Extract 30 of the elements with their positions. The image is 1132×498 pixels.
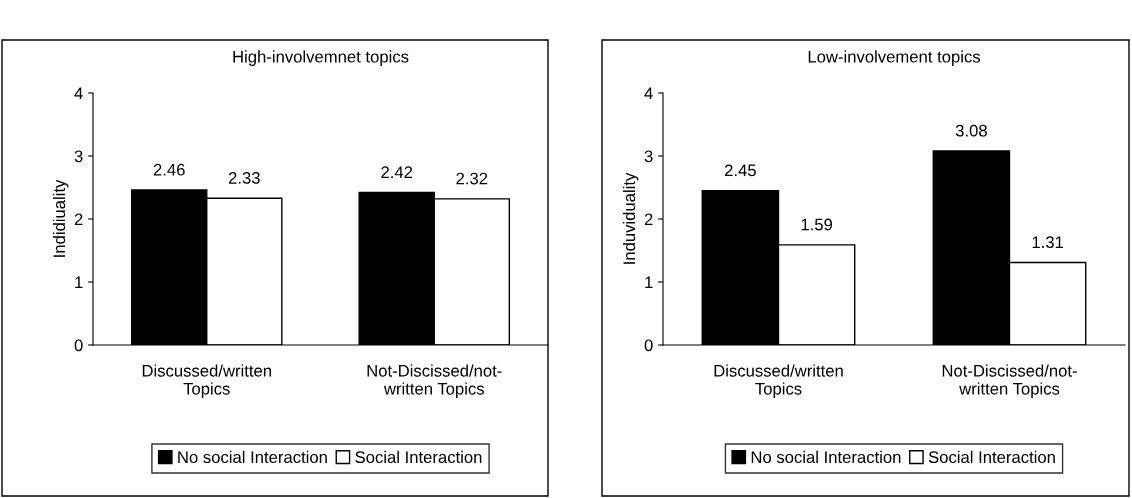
chart-title: High-involvemnet topics: [233, 50, 409, 66]
data-label: 2.42: [381, 166, 413, 178]
y-axis-title: Induviduality: [622, 172, 639, 264]
y-axis-title: Indidiuality: [52, 179, 69, 257]
legend-label: Social Interaction: [355, 450, 482, 464]
y-tick-label: 4: [74, 87, 83, 100]
legend-label: Social Interaction: [928, 450, 1055, 464]
y-tick-label: 0: [644, 339, 653, 352]
data-label: 2.46: [153, 163, 185, 176]
data-label: 2.32: [456, 172, 488, 185]
legend-label: No social Interaction: [751, 450, 901, 464]
data-label: 2.45: [725, 164, 756, 177]
y-tick-label: 2: [644, 213, 653, 226]
y-tick-label: 2: [74, 213, 83, 226]
y-tick-label: 3: [74, 150, 83, 163]
data-label: 1.59: [801, 218, 833, 231]
y-tick-label: 4: [644, 87, 653, 100]
x-tick-label: Discussed/written Topics: [714, 364, 843, 398]
y-tick-label: 3: [644, 150, 653, 163]
y-tick-label: 1: [645, 276, 653, 289]
legend-label: No social Interaction: [178, 450, 327, 464]
x-tick-label: Discussed/written Topics: [142, 364, 271, 398]
y-tick-label: 0: [74, 339, 83, 352]
x-tick-label: Not-Discissed/not- written Topics: [942, 364, 1077, 398]
data-label: 3.08: [955, 124, 987, 137]
data-label: 1.31: [1032, 236, 1064, 249]
y-tick-label: 1: [75, 276, 83, 289]
x-tick-label: Not-Discissed/not- written Topics: [367, 364, 502, 398]
data-label: 2.33: [228, 172, 260, 184]
chart-title: Low-involvement topics: [808, 50, 981, 66]
